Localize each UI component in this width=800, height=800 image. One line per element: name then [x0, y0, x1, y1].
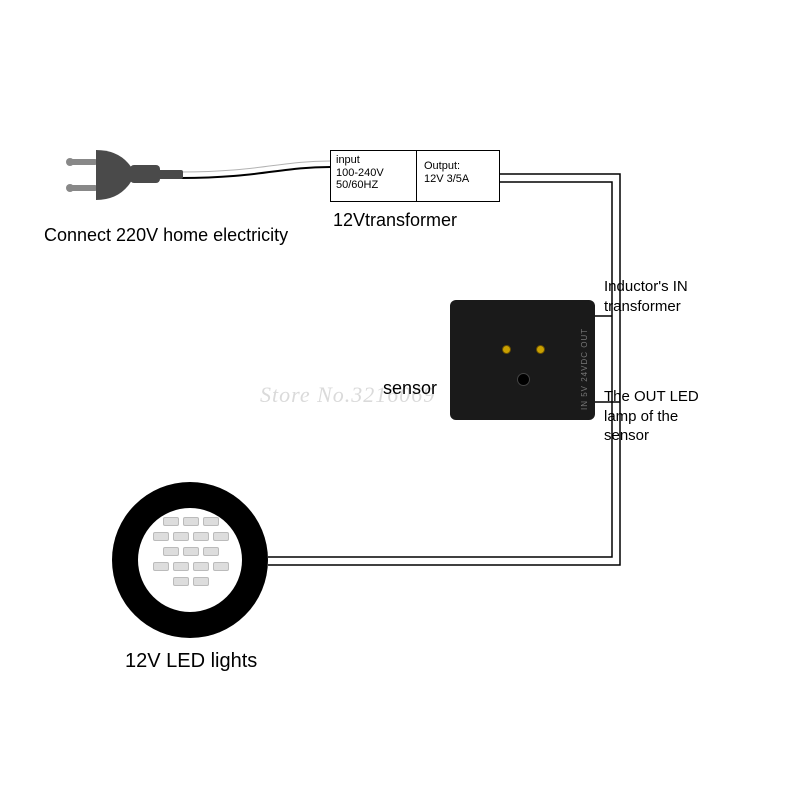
led-chip	[193, 532, 209, 541]
transformer-input-text: input 100-240V 50/60HZ	[336, 154, 384, 192]
led-chip	[193, 577, 209, 586]
power-plug	[50, 130, 190, 220]
led-chip	[153, 562, 169, 571]
sensor-ir-window	[517, 373, 530, 386]
transformer-divider	[416, 150, 417, 202]
transformer-output-text: Output: 12V 3/5A	[424, 160, 469, 185]
led-chip	[153, 532, 169, 541]
led-chip	[213, 532, 229, 541]
led-chip	[173, 532, 189, 541]
led-chip	[183, 547, 199, 556]
led-chip	[173, 562, 189, 571]
led-chip	[163, 517, 179, 526]
led-chip	[203, 517, 219, 526]
sensor-led-1	[502, 345, 511, 354]
sensor-label: sensor	[383, 378, 437, 399]
sensor-led-2	[536, 345, 545, 354]
led-chip	[183, 517, 199, 526]
led-chip	[173, 577, 189, 586]
led-chip	[203, 547, 219, 556]
transformer-label: 12Vtransformer	[333, 210, 457, 231]
led-chip	[193, 562, 209, 571]
led-chip	[213, 562, 229, 571]
sensor-module	[450, 300, 595, 420]
wire-plug-to-transformer	[180, 167, 330, 178]
plug-label: Connect 220V home electricity	[44, 225, 288, 246]
sensor-side-text: IN 5V 24VDC OUT	[580, 328, 589, 410]
sensor-out-label: The OUT LED lamp of the sensor	[604, 387, 699, 446]
sensor-in-label: Inductor's IN transformer	[604, 277, 688, 316]
diagram-canvas: Store No.3216069 Connect 220V home elect…	[0, 0, 800, 800]
led-chip	[163, 547, 179, 556]
led-light-label: 12V LED lights	[125, 650, 257, 673]
